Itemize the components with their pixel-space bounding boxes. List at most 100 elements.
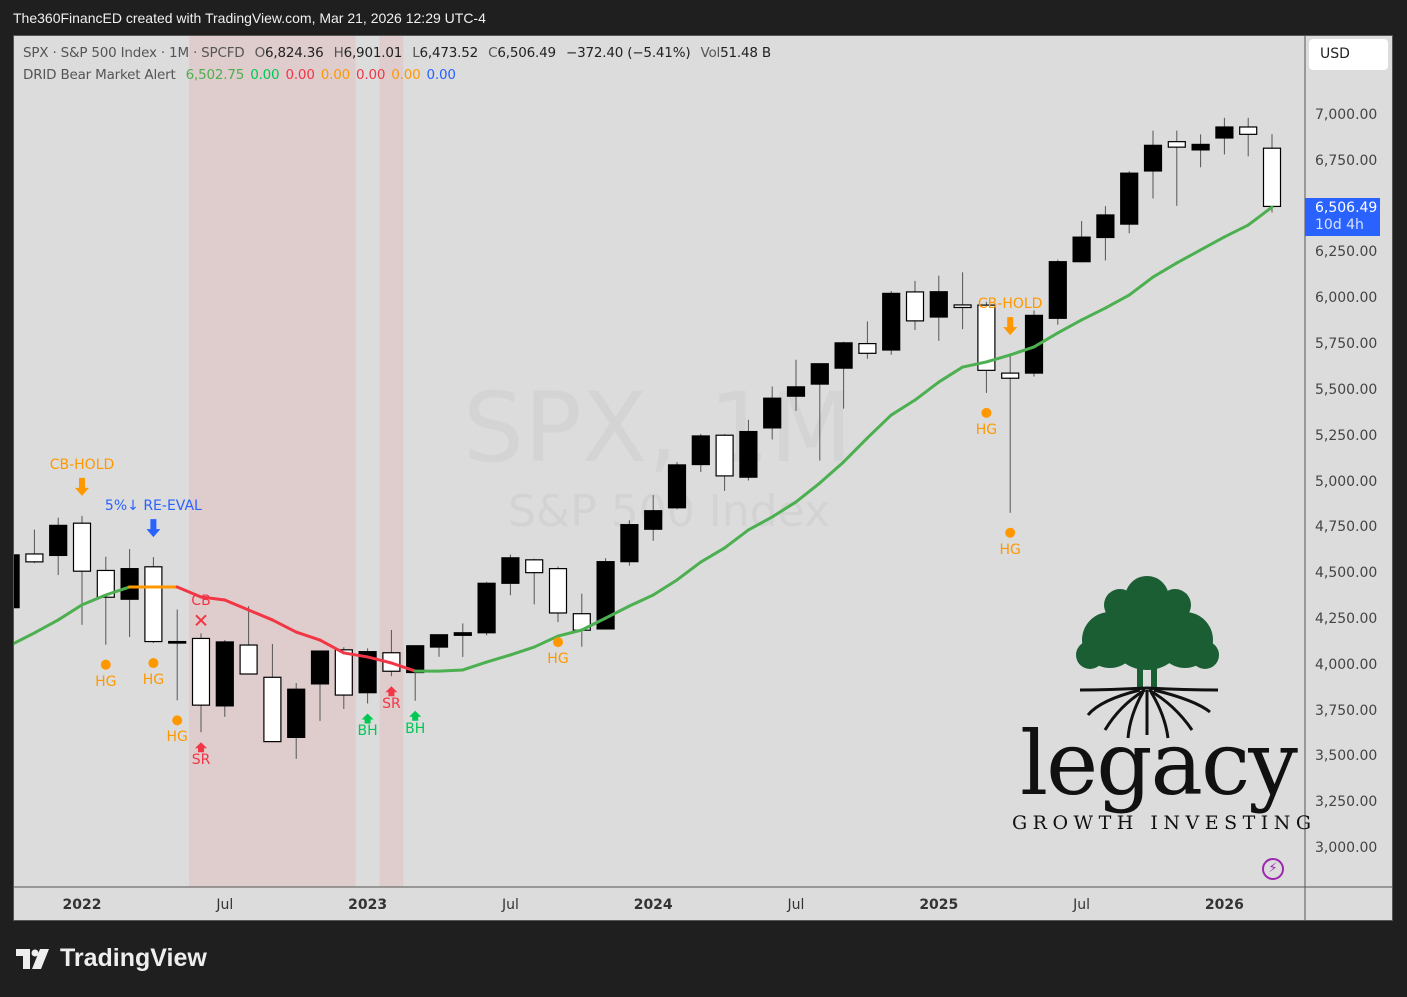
- indicator-line-segment: [342, 651, 370, 659]
- arrow-down-icon: [1003, 317, 1018, 336]
- candle-body: [1024, 314, 1044, 374]
- price-tick: 7,000.00: [1315, 107, 1378, 123]
- time-tick: 2022: [62, 897, 102, 913]
- candle[interactable]: [763, 386, 782, 440]
- indicator-value: 6,502.75: [185, 67, 245, 83]
- candle[interactable]: [810, 363, 829, 461]
- candle[interactable]: [858, 321, 877, 359]
- candle[interactable]: [691, 433, 710, 473]
- indicator-line-segment: [556, 628, 584, 638]
- candle-body: [1167, 141, 1186, 148]
- candle-body: [168, 640, 187, 644]
- candle[interactable]: [144, 557, 163, 644]
- price-tick: 3,000.00: [1315, 840, 1378, 856]
- indicator-line-segment: [604, 604, 631, 620]
- candle[interactable]: [834, 341, 853, 409]
- candle-body: [858, 342, 877, 354]
- logo-tagline: GROWTH INVESTING: [1012, 812, 1317, 834]
- candle[interactable]: [215, 640, 234, 717]
- candle[interactable]: [1048, 259, 1067, 325]
- candle[interactable]: [96, 556, 115, 645]
- candle[interactable]: [1262, 134, 1282, 213]
- candle[interactable]: [120, 549, 139, 637]
- candle-body: [548, 568, 568, 614]
- indicator-line-segment: [1008, 345, 1036, 357]
- time-tick: 2025: [919, 897, 959, 913]
- candle[interactable]: [168, 609, 187, 701]
- lightning-icon[interactable]: ⚡: [1262, 858, 1284, 880]
- candle[interactable]: [929, 275, 948, 341]
- candle-body: [715, 434, 734, 477]
- candle[interactable]: [1191, 134, 1210, 168]
- candle-body: [239, 644, 258, 675]
- candle[interactable]: [1167, 130, 1186, 206]
- candle[interactable]: [406, 645, 425, 701]
- candle[interactable]: [715, 434, 734, 491]
- candle[interactable]: [453, 623, 472, 657]
- candle[interactable]: [287, 682, 306, 759]
- candle[interactable]: [239, 606, 258, 675]
- candle-body: [120, 568, 139, 600]
- indicator-legend[interactable]: DRID Bear Market Alert 6,502.75 0.00 0.00 0…: [23, 67, 468, 83]
- indicator-value: 0.00: [355, 67, 386, 83]
- signal-label: CB-HOLD: [49, 456, 115, 473]
- candle[interactable]: [1215, 117, 1234, 155]
- time-tick: Jul: [501, 897, 519, 913]
- bar-countdown: 10d 4h: [1315, 217, 1364, 233]
- candle[interactable]: [882, 291, 901, 355]
- indicator-value: 0.00: [426, 67, 456, 83]
- signal-label: CB: [191, 593, 211, 610]
- symbol-legend[interactable]: SPX · S&P 500 Index · 1M · SPCFD O6,824.…: [23, 45, 777, 61]
- candle[interactable]: [620, 520, 639, 566]
- price-tick: 6,750.00: [1315, 152, 1378, 169]
- candle[interactable]: [1001, 355, 1020, 513]
- candle[interactable]: [786, 359, 806, 411]
- candle-body: [739, 430, 758, 478]
- candle[interactable]: [477, 581, 496, 636]
- candle-body: [763, 397, 782, 429]
- candle[interactable]: [1024, 310, 1044, 377]
- candle[interactable]: [644, 495, 663, 541]
- candle[interactable]: [977, 301, 996, 393]
- indicator-line-segment: [223, 598, 251, 612]
- candle[interactable]: [1120, 171, 1139, 234]
- candle[interactable]: [667, 462, 687, 510]
- indicator-line-segment: [485, 653, 512, 664]
- candle-body: [215, 641, 234, 707]
- tradingview-brand: TradingView: [60, 944, 207, 972]
- indicator-line-segment: [1080, 306, 1107, 322]
- candle[interactable]: [905, 280, 925, 331]
- candle-body: [96, 569, 115, 598]
- candle[interactable]: [953, 272, 972, 330]
- candle[interactable]: [525, 558, 544, 605]
- volume-value: Vol51.48 B: [700, 45, 771, 61]
- currency-button[interactable]: USD: [1309, 39, 1388, 70]
- candle[interactable]: [263, 643, 282, 743]
- candle[interactable]: [1072, 221, 1091, 263]
- candle[interactable]: [334, 647, 353, 709]
- candle[interactable]: [429, 634, 449, 657]
- candle[interactable]: [2, 554, 20, 614]
- candle[interactable]: [501, 554, 520, 596]
- candle[interactable]: [49, 517, 68, 576]
- last-price-label: 6,506.49 10d 4h: [1305, 198, 1380, 236]
- candle-body: [786, 386, 806, 397]
- tradingview-logo[interactable]: TradingView: [16, 944, 207, 973]
- candle-body: [1215, 126, 1234, 139]
- candle[interactable]: [1239, 117, 1258, 157]
- indicator-line-segment: [746, 515, 774, 532]
- candle-body: [525, 559, 544, 574]
- candle[interactable]: [72, 515, 92, 625]
- candle[interactable]: [596, 558, 615, 630]
- candle[interactable]: [310, 650, 330, 721]
- time-tick: 2023: [348, 897, 388, 913]
- candle[interactable]: [572, 593, 591, 647]
- candle[interactable]: [548, 566, 568, 623]
- candle[interactable]: [739, 419, 758, 481]
- candle[interactable]: [25, 529, 44, 564]
- candle[interactable]: [1143, 130, 1163, 199]
- candle[interactable]: [1096, 206, 1115, 261]
- candle[interactable]: [191, 633, 211, 733]
- signal-label: HG: [547, 651, 569, 668]
